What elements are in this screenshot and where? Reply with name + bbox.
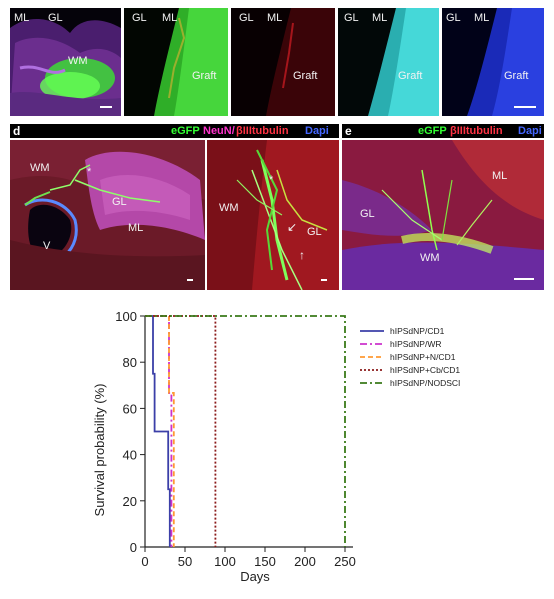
y-tick-label: 20 [123, 494, 137, 509]
panel-e-letter: e [345, 124, 352, 138]
label-gl: GL [48, 12, 63, 24]
x-tick-label: 150 [254, 554, 276, 569]
y-tick-label: 60 [123, 401, 137, 416]
stain-dapi: Dapi [305, 125, 329, 137]
legend-label: hIPSdNP+Cb/CD1 [390, 365, 460, 375]
panel-e-micrograph [342, 140, 544, 290]
x-tick-label: 0 [141, 554, 148, 569]
panel-e: ML GL WM [342, 140, 544, 290]
top-panel-overview: ML GL WM [10, 8, 121, 116]
arrow-icon: ↑ [299, 248, 305, 262]
panel-d-right-micrograph [207, 140, 339, 290]
stain-btubulin: βIIItubulin [236, 125, 289, 137]
panel-d-header: d eGFP NeuN/ βIIItubulin Dapi [10, 124, 339, 138]
scale-bar [514, 106, 536, 108]
x-tick-label: 50 [178, 554, 192, 569]
label-v: V [43, 240, 51, 252]
series-line-4 [145, 315, 217, 547]
label-ml: ML [14, 12, 30, 24]
panel-d-left-micrograph [10, 140, 205, 290]
y-axis-label: Survival probability (%) [92, 384, 107, 517]
label-star: * [269, 174, 274, 186]
blue-micrograph [442, 8, 544, 116]
stain-egfp: eGFP [171, 125, 200, 137]
panel-d-left: WM * GL ML V [10, 140, 205, 290]
label-ml: ML [267, 12, 283, 24]
y-tick-label: 0 [130, 540, 137, 555]
x-tick-label: 250 [334, 554, 356, 569]
legend-label: hIPSdNP/NODSCI [390, 378, 460, 388]
label-gl: GL [112, 196, 127, 208]
top-panel-egfp: GL ML Graft [124, 8, 228, 116]
label-star: * [87, 166, 92, 178]
y-tick-label: 80 [123, 355, 137, 370]
label-graft: Graft [504, 70, 529, 82]
x-tick-label: 100 [214, 554, 236, 569]
stain-neun: NeuN/ [203, 125, 235, 137]
label-gl: GL [239, 12, 254, 24]
label-gl: GL [344, 12, 359, 24]
egfp-micrograph [124, 8, 228, 116]
label-wm: WM [68, 55, 88, 67]
label-graft: Graft [192, 70, 217, 82]
panel-e-header: e eGFP βIIItubulin Dapi [342, 124, 544, 138]
label-graft: Graft [293, 70, 318, 82]
label-ml: ML [474, 12, 490, 24]
red-micrograph [231, 8, 335, 116]
label-ml: ML [128, 222, 144, 234]
label-gl: GL [307, 226, 322, 238]
y-tick-label: 40 [123, 448, 137, 463]
scale-bar [187, 279, 193, 281]
label-ml: ML [162, 12, 178, 24]
series-line-1 [145, 315, 171, 547]
label-wm: WM [420, 252, 440, 264]
top-panel-blue: GL ML Graft [442, 8, 544, 116]
stain-btubulin: βIIItubulin [450, 125, 503, 137]
label-wm: WM [219, 202, 239, 214]
legend-label: hIPSdNP+N/CD1 [390, 352, 456, 362]
scale-bar [100, 106, 112, 108]
scale-bar [514, 278, 534, 280]
top-panel-red: GL ML Graft [231, 8, 335, 116]
label-ml: ML [372, 12, 388, 24]
scale-bar [321, 279, 327, 281]
top-panel-cyan: GL ML Graft [338, 8, 439, 116]
cyan-micrograph [338, 8, 439, 116]
overview-micrograph [10, 8, 121, 116]
label-ml: ML [492, 170, 508, 182]
label-wm: WM [30, 162, 50, 174]
label-gl: GL [132, 12, 147, 24]
survival-chart: 0 20 40 60 80 100 0 50 100 150 200 250 hIPSdNP/CD1 h… [92, 309, 460, 584]
stain-egfp: eGFP [418, 125, 447, 137]
label-graft: Graft [398, 70, 423, 82]
stain-dapi: Dapi [518, 125, 542, 137]
arrow-icon: ↙ [287, 220, 298, 234]
y-tick-label: 100 [115, 309, 137, 324]
series-line-5 [145, 315, 346, 547]
x-axis-label: Days [240, 569, 270, 584]
legend-label: hIPSdNP/WR [390, 339, 442, 349]
label-gl: GL [446, 12, 461, 24]
x-tick-label: 200 [294, 554, 316, 569]
legend-label: hIPSdNP/CD1 [390, 326, 445, 336]
label-gl: GL [360, 208, 375, 220]
panel-d-right: * WM GL ↙ ↑ [207, 140, 339, 290]
panel-d-letter: d [13, 124, 21, 138]
